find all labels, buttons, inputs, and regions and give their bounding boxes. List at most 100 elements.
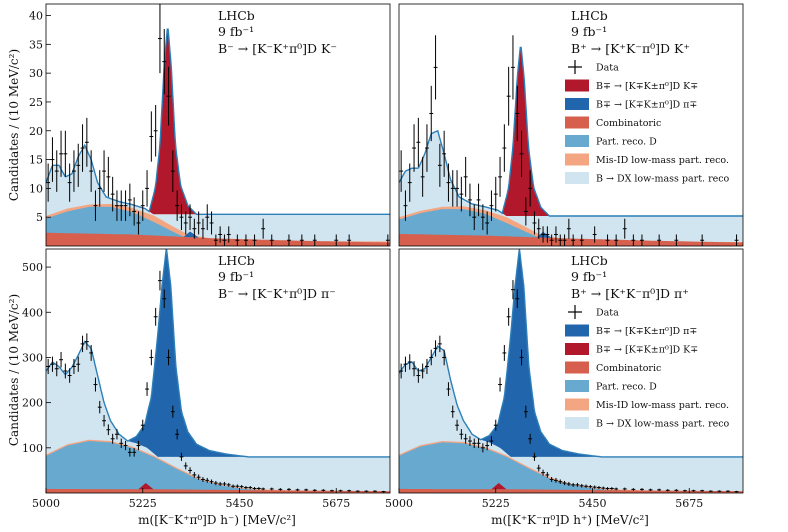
legend: Data B∓ → [K∓K±π⁰]D π∓ B∓ → [K∓K±π⁰]D K∓ Co…: [565, 305, 730, 430]
y-tick-label: 25: [29, 96, 43, 109]
data-point: [170, 150, 175, 192]
y-tick-label: 200: [22, 397, 43, 410]
data-point: [571, 234, 576, 246]
data-point: [76, 356, 81, 372]
data-point: [140, 419, 145, 431]
data-point: [312, 234, 317, 246]
data-point: [485, 211, 490, 235]
data-point: [416, 117, 421, 167]
data-point: [493, 419, 498, 431]
data-point: [472, 204, 477, 231]
data-point: [123, 440, 128, 451]
data-point: [480, 204, 485, 231]
data-point: [136, 211, 141, 235]
data-point: [549, 234, 554, 246]
data-point: [338, 489, 343, 492]
data-point: [59, 130, 63, 177]
combinatoric-area: [399, 488, 743, 493]
data-point: [72, 358, 76, 375]
legend-label-misid: Mis-ID low-mass part. reco.: [596, 400, 729, 411]
data-point: [403, 356, 408, 372]
data-point: [528, 170, 533, 207]
data-point: [412, 361, 416, 377]
data-point: [579, 234, 584, 246]
data-point: [127, 183, 132, 217]
data-point: [571, 482, 576, 487]
data-point: [261, 218, 266, 239]
legend: Data B∓ → [K∓K±π⁰]D K∓ B∓ → [K∓K±π⁰]D π∓ Co…: [565, 60, 730, 185]
total-fit-line: [46, 28, 390, 215]
data-point: [179, 204, 184, 231]
data-point: [54, 361, 59, 377]
data-point: [201, 218, 205, 239]
data-point: [403, 190, 408, 221]
data-point: [158, 4, 162, 74]
data-point: [347, 234, 352, 246]
data-point: [468, 183, 472, 217]
data-point: [330, 489, 334, 492]
data-point: [450, 170, 455, 207]
total-fit-line: [399, 249, 743, 458]
data-point: [278, 488, 283, 491]
data-point: [566, 481, 571, 486]
data-point: [700, 489, 705, 492]
legend-swatch-part-reco-d: [565, 135, 589, 147]
data-point: [132, 448, 137, 457]
y-tick-label: 15: [29, 154, 43, 167]
data-point: [541, 226, 545, 243]
data-point: [115, 429, 119, 440]
data-point: [201, 476, 205, 482]
data-point: [119, 438, 124, 449]
data-point: [511, 280, 515, 300]
data-point: [239, 484, 244, 489]
legend-swatch-signal-dpi: [565, 98, 589, 110]
data-point: [149, 111, 154, 162]
data-point: [63, 130, 68, 177]
data-point: [218, 226, 223, 243]
data-point: [459, 429, 464, 440]
data-point: [515, 85, 520, 142]
data-point: [433, 340, 438, 357]
legend-swatch-signal-dk: [565, 79, 589, 92]
legend-swatch-b-dx: [565, 172, 589, 184]
data-point: [416, 368, 421, 383]
data-point: [80, 335, 85, 353]
part-reco-d-area: [46, 441, 390, 493]
data-point: [110, 176, 115, 212]
data-point: [420, 363, 425, 379]
data-point: [734, 490, 739, 493]
panel-experiment: LHCb: [218, 253, 255, 268]
legend-swatch-signal-dk: [565, 343, 589, 355]
data-point: [717, 490, 722, 493]
data-point: [665, 489, 670, 492]
data-point: [110, 433, 115, 444]
data-point: [545, 472, 550, 478]
y-tick-label: 10: [29, 182, 43, 195]
data-point: [119, 190, 124, 221]
data-point: [498, 156, 502, 197]
data-point: [153, 307, 158, 326]
legend-label-signal-dk: B∓ → [K∓K±π⁰]D K∓: [596, 81, 698, 92]
data-point: [170, 405, 175, 418]
data-point: [269, 487, 274, 491]
panel-experiment: LHCb: [571, 253, 608, 268]
legend-swatch-misid: [565, 398, 589, 411]
x-tick-label: 5675: [322, 497, 350, 510]
data-point: [429, 349, 434, 366]
data-point: [89, 344, 94, 361]
data-point: [162, 29, 167, 95]
panel-frame: [398, 3, 744, 247]
data-point: [519, 349, 524, 366]
legend-label-combinatoric: Combinatoric: [596, 118, 661, 129]
data-point: [558, 234, 563, 246]
x-axis-label-right: m([K⁺K⁻π⁰]D h⁺) [MeV/c²]: [491, 513, 649, 527]
data-point: [54, 150, 59, 192]
x-tick-label: 5450: [579, 497, 607, 510]
data-point: [554, 226, 558, 243]
data-point: [373, 490, 377, 493]
data-point: [459, 176, 464, 212]
data-point: [140, 190, 145, 221]
data-point: [209, 479, 214, 484]
data-point: [506, 66, 511, 126]
